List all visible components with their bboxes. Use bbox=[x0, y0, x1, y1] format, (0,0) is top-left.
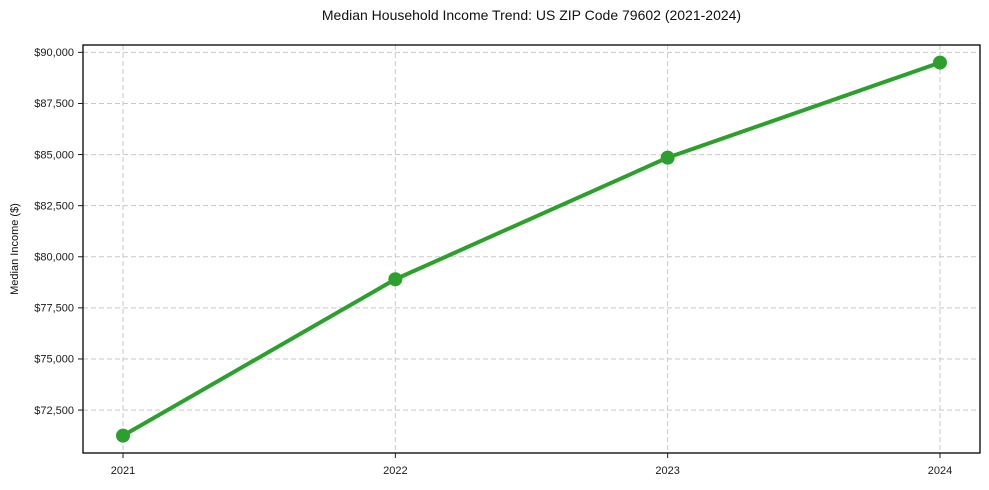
x-tick-label: 2022 bbox=[383, 465, 407, 477]
data-point-marker bbox=[660, 150, 675, 165]
x-tick-label: 2024 bbox=[928, 465, 952, 477]
data-point-marker bbox=[116, 428, 131, 443]
x-tick-label: 2023 bbox=[655, 465, 679, 477]
y-tick-label: $75,000 bbox=[34, 354, 74, 366]
y-tick-label: $85,000 bbox=[34, 149, 74, 161]
y-tick-label: $87,500 bbox=[34, 98, 74, 110]
y-tick-label: $80,000 bbox=[34, 252, 74, 264]
y-tick-label: $90,000 bbox=[34, 47, 74, 59]
y-tick-label: $77,500 bbox=[34, 303, 74, 315]
y-tick-label: $82,500 bbox=[34, 200, 74, 212]
plot-border bbox=[82, 44, 981, 454]
x-tick-label: 2021 bbox=[111, 465, 135, 477]
chart-title: Median Household Income Trend: US ZIP Co… bbox=[321, 7, 742, 23]
y-tick-label: $72,500 bbox=[34, 405, 74, 417]
data-point-marker bbox=[932, 55, 947, 70]
trend-line bbox=[121, 60, 942, 438]
data-point-marker bbox=[388, 272, 403, 287]
